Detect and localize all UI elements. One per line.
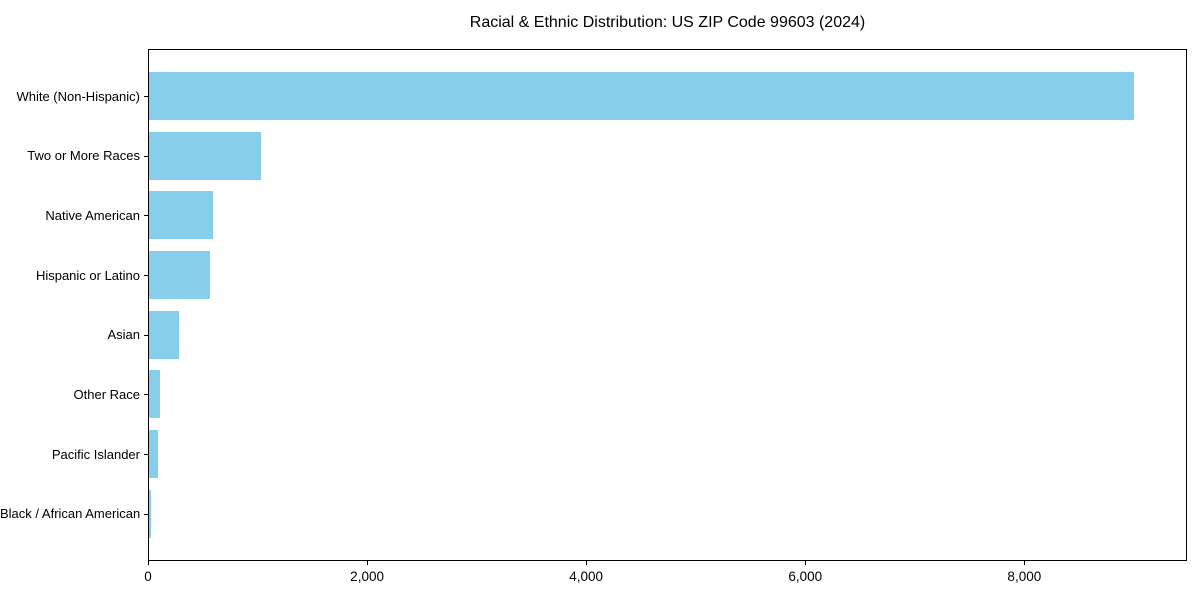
x-tick-mark	[585, 561, 587, 565]
y-tick-label-native-american: Native American	[45, 207, 140, 223]
bar-two-or-more-races	[148, 131, 261, 180]
x-tick-mark	[148, 561, 149, 565]
y-tick-mark	[144, 513, 148, 515]
bar-asian	[148, 310, 179, 359]
x-tick-label: 8,000	[1007, 569, 1042, 584]
y-tick-label-two-or-more-races: Two or More Races	[27, 148, 140, 164]
y-tick-label-asian: Asian	[107, 327, 140, 343]
bar-other-race	[148, 370, 160, 419]
y-axis-labels: White (Non-Hispanic) Two or More Races Nat…	[0, 49, 140, 561]
x-tick-label: 6,000	[788, 569, 823, 584]
bar-black-african-american	[148, 489, 152, 538]
y-tick-mark	[144, 96, 148, 98]
bar-hispanic-or-latino	[148, 251, 210, 300]
chart-title: Racial & Ethnic Distribution: US ZIP Cod…	[469, 14, 866, 31]
x-tick-mark	[804, 561, 806, 565]
y-tick-mark	[144, 275, 148, 277]
x-tick-mark	[1023, 561, 1025, 565]
y-tick-label-pacific-islander: Pacific Islander	[51, 446, 140, 462]
y-tick-label-white-non-hispanic: White (Non-Hispanic)	[16, 88, 140, 104]
x-tick-mark	[366, 561, 368, 565]
y-tick-mark	[144, 454, 148, 456]
bar-white-non-hispanic	[148, 72, 1134, 121]
x-tick-label: 0	[144, 569, 152, 584]
x-tick-label: 2,000	[350, 569, 384, 584]
y-tick-label-hispanic-or-latino: Hispanic or Latino	[35, 267, 140, 283]
y-tick-label-other-race: Other Race	[73, 386, 140, 402]
bar-pacific-islander	[148, 430, 159, 479]
plot-area	[144, 49, 1187, 565]
y-tick-label-black-african-american: Black / African American	[0, 506, 141, 522]
y-tick-mark	[144, 334, 148, 336]
x-axis-labels: 0 2,000 4,000 6,000 8,000	[144, 569, 1187, 589]
x-tick-label: 4,000	[569, 569, 604, 584]
y-tick-mark	[144, 394, 148, 396]
bars-layer	[144, 49, 1187, 565]
y-tick-mark	[144, 155, 148, 157]
bar-native-american	[148, 191, 213, 240]
y-tick-mark	[144, 215, 148, 217]
